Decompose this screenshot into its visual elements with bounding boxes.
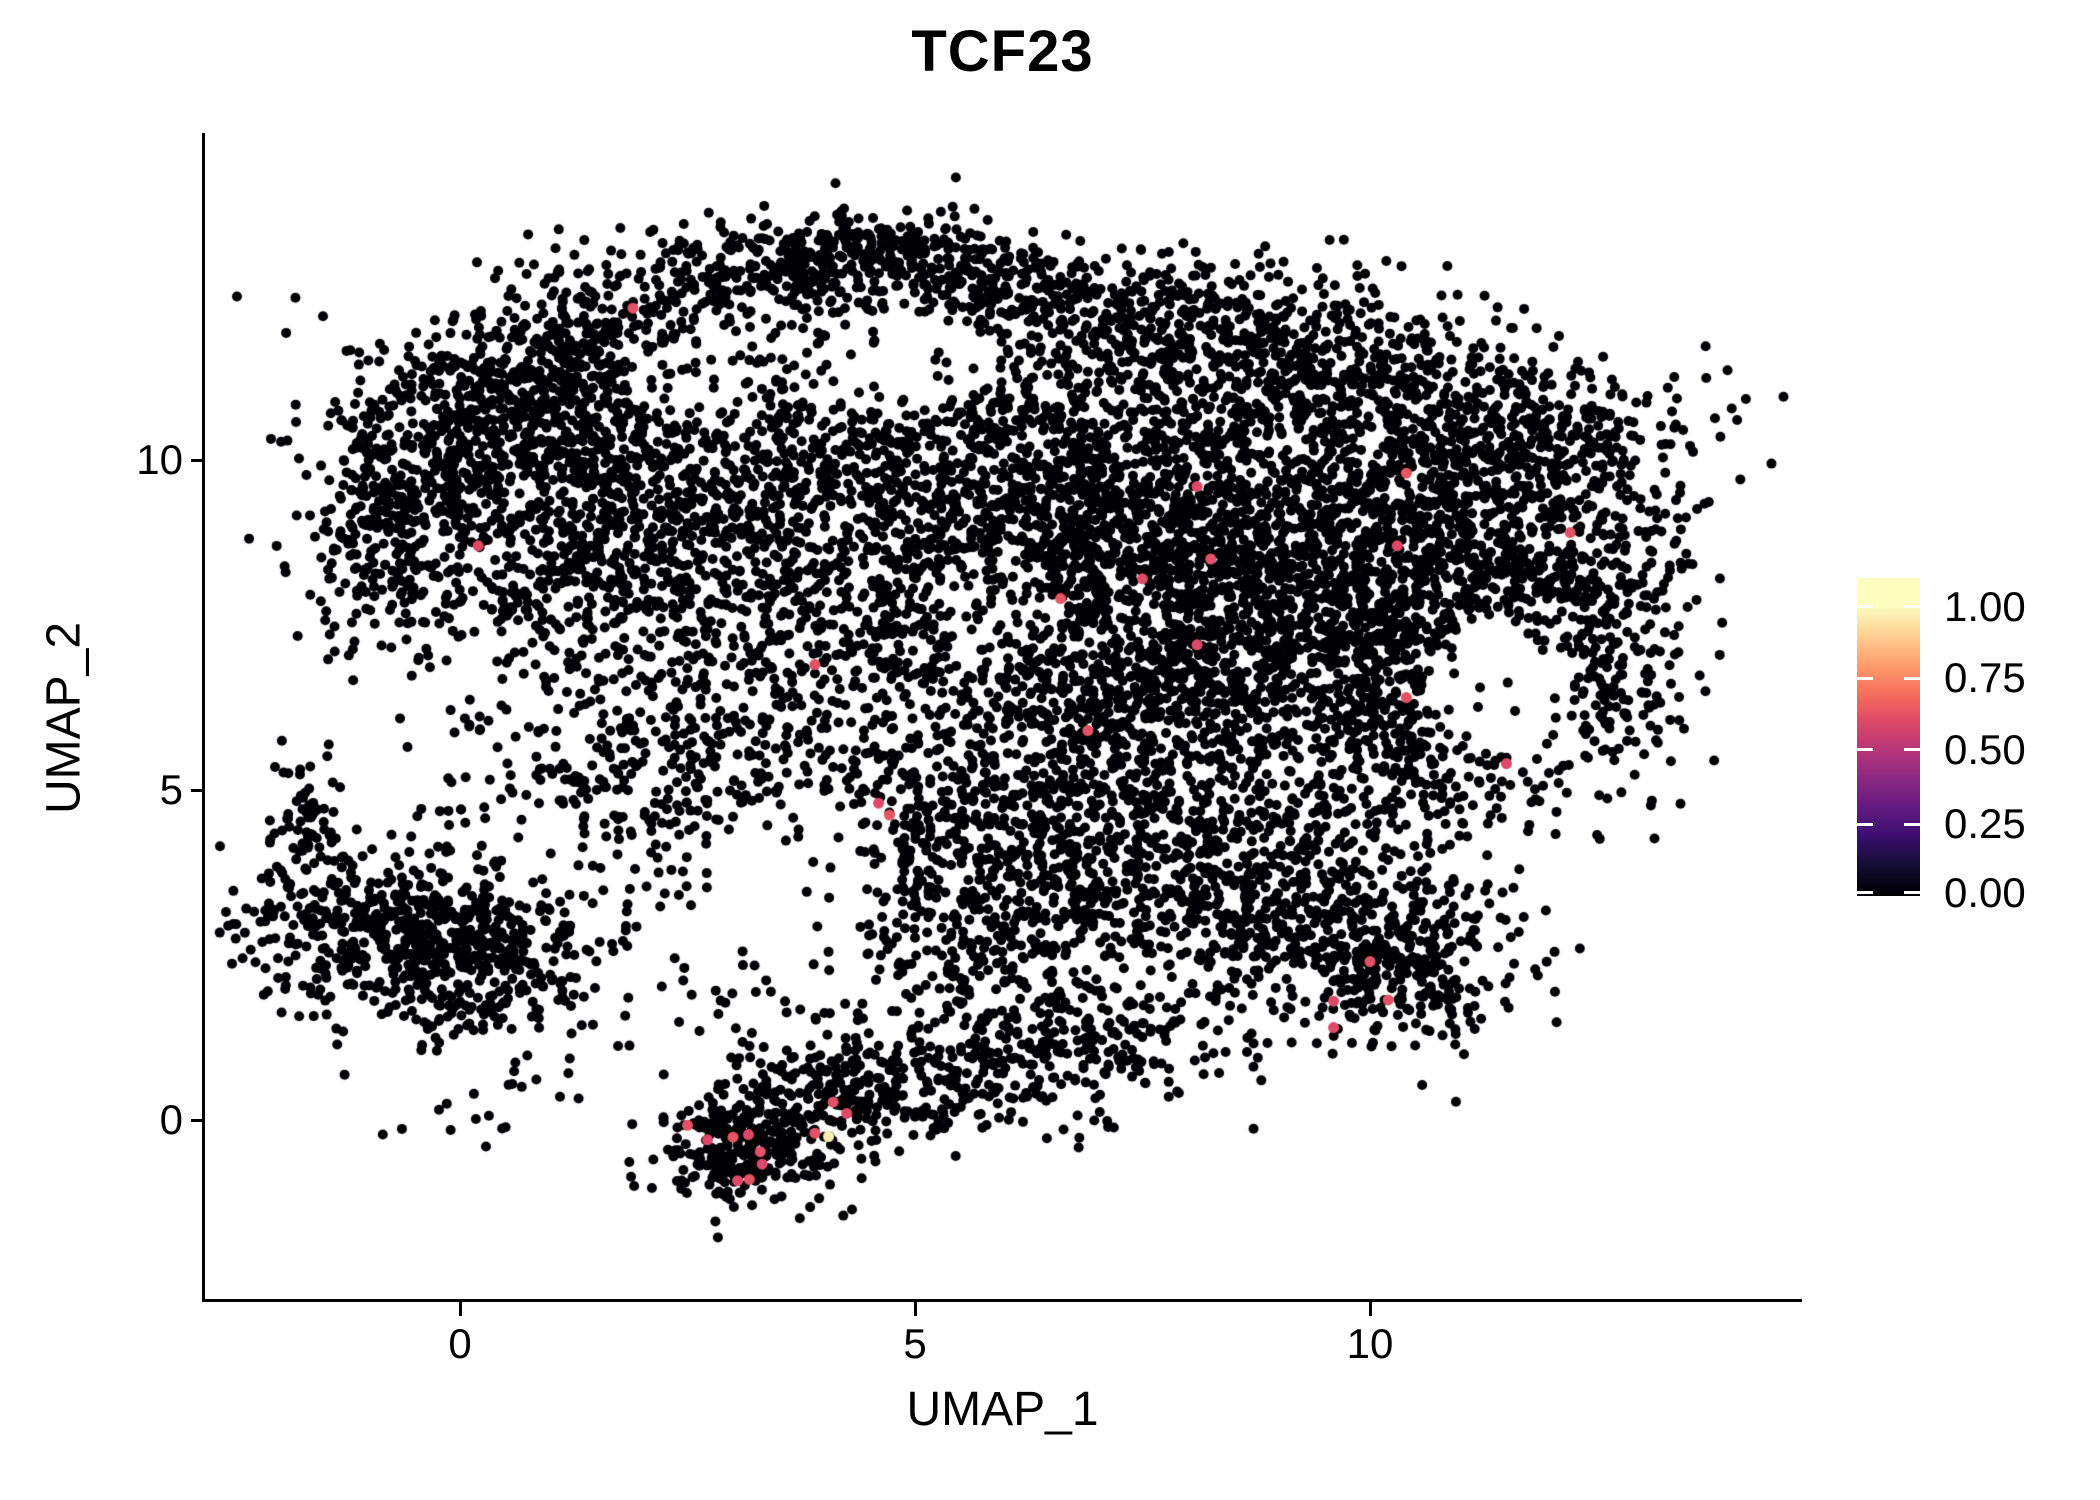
- y-tick-mark: [191, 1118, 205, 1122]
- x-tick-label: 5: [903, 1320, 927, 1367]
- x-axis-label: UMAP_1: [906, 1383, 1099, 1436]
- y-tick-label: 5: [159, 766, 183, 813]
- x-tick-label: 10: [1346, 1320, 1394, 1367]
- colorbar-tick-label: 0.00: [1944, 868, 2026, 916]
- colorbar-gradient: [1857, 578, 1920, 896]
- colorbar-tick: [1857, 891, 1873, 895]
- colorbar-tick: [1904, 605, 1920, 609]
- colorbar-tick: [1857, 605, 1873, 609]
- colorbar-tick-label: 0.50: [1944, 725, 2026, 773]
- x-tick-label: 0: [448, 1320, 472, 1367]
- colorbar-tick: [1904, 676, 1920, 680]
- y-tick-mark: [191, 788, 205, 792]
- colorbar-tick-label: 1.00: [1944, 582, 2026, 630]
- colorbar-tick: [1904, 748, 1920, 752]
- colorbar-tick: [1904, 822, 1920, 826]
- y-axis-label: UMAP_2: [37, 621, 91, 815]
- colorbar-tick: [1857, 676, 1873, 680]
- x-tick-mark: [458, 1302, 462, 1316]
- colorbar-tick: [1904, 891, 1920, 895]
- x-tick-mark: [1368, 1302, 1372, 1316]
- y-tick-label: 10: [136, 436, 183, 483]
- colorbar-tick-label: 0.25: [1944, 800, 2026, 848]
- x-axis-line: [202, 1299, 1802, 1302]
- y-tick-label: 0: [159, 1096, 183, 1143]
- plot-title: TCF23: [911, 19, 1094, 84]
- x-tick-mark: [913, 1302, 917, 1316]
- colorbar-tick: [1857, 822, 1873, 826]
- colorbar-tick-label: 0.75: [1944, 654, 2026, 702]
- y-axis-line: [202, 133, 205, 1302]
- colorbar-tick: [1857, 748, 1873, 752]
- y-tick-mark: [191, 458, 205, 462]
